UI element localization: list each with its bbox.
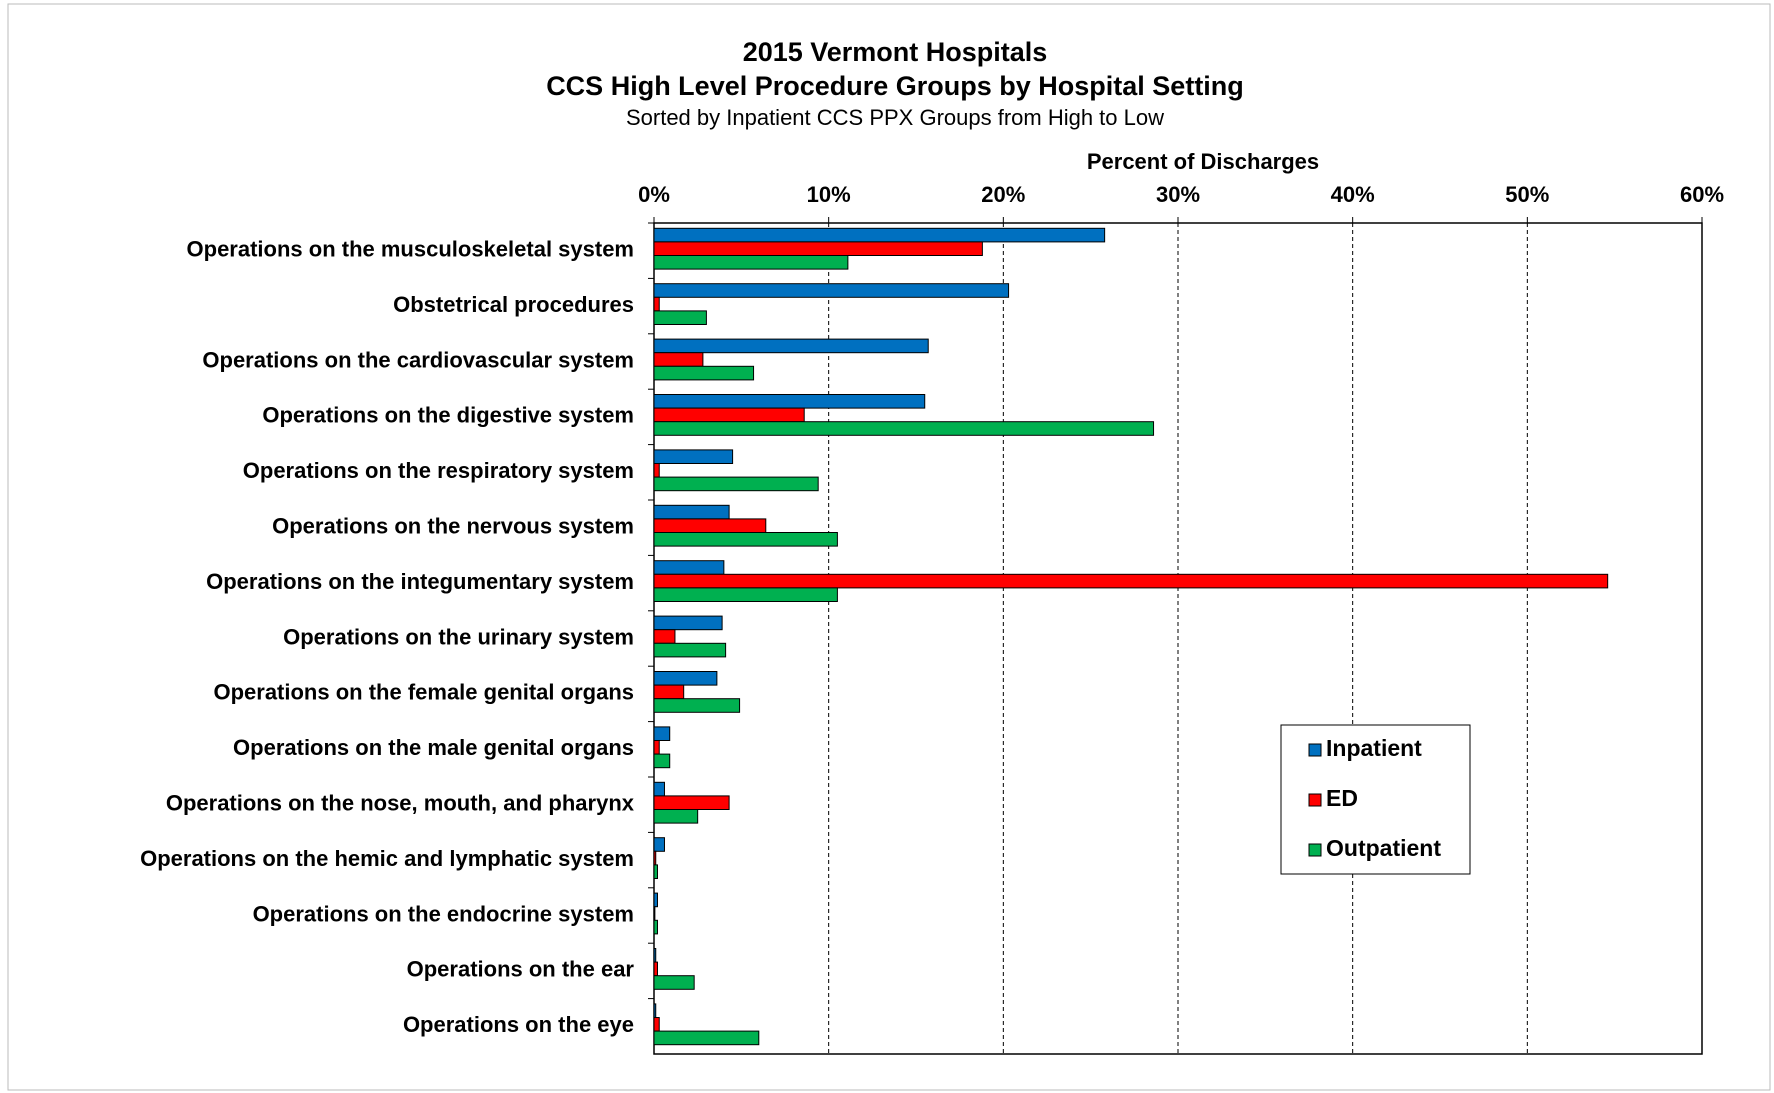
- x-tick-label: 20%: [981, 182, 1025, 207]
- y-tick-label: Operations on the respiratory system: [243, 458, 634, 483]
- bar: [653, 352, 704, 367]
- y-tick-label: Operations on the female genital organs: [213, 680, 634, 705]
- bar: [653, 407, 805, 423]
- bar: [653, 698, 741, 713]
- chart-title: 2015 Vermont Hospitals: [743, 37, 1048, 67]
- bar: [653, 684, 685, 700]
- bar: [653, 227, 1106, 243]
- bar: [653, 310, 707, 325]
- bar: [653, 642, 727, 658]
- legend-label: ED: [1326, 785, 1358, 811]
- bar: [653, 573, 1609, 589]
- bar: [653, 394, 926, 409]
- legend-label: Outpatient: [1326, 835, 1441, 861]
- bar: [653, 753, 671, 769]
- bar: [653, 892, 658, 908]
- bar: [653, 961, 658, 977]
- bar: [653, 795, 730, 811]
- bar: [653, 1017, 660, 1032]
- x-tick-label: 60%: [1680, 182, 1724, 207]
- y-tick-label: Operations on the nervous system: [272, 514, 634, 539]
- bar: [653, 740, 660, 755]
- bar: [653, 587, 838, 603]
- bar: [653, 241, 983, 256]
- bar: [653, 1030, 760, 1046]
- bar: [653, 560, 725, 575]
- bar: [653, 850, 657, 866]
- bar: [653, 919, 658, 935]
- bar: [653, 906, 656, 921]
- x-tick-label: 30%: [1156, 182, 1200, 207]
- x-tick-label: 50%: [1505, 182, 1549, 207]
- bar: [653, 726, 671, 742]
- bar: [653, 255, 849, 270]
- bar: [653, 476, 819, 492]
- bar: [653, 948, 657, 963]
- y-tick-label: Operations on the urinary system: [283, 624, 634, 649]
- bar: [653, 338, 929, 354]
- legend-swatch: [1308, 743, 1322, 757]
- y-tick-label: Obstetrical procedures: [393, 292, 634, 317]
- chart-subtitle: Sorted by Inpatient CCS PPX Groups from …: [626, 105, 1164, 130]
- bar: [653, 615, 723, 631]
- bar: [653, 671, 718, 686]
- x-tick-label: 0%: [638, 182, 670, 207]
- bar: [653, 518, 767, 534]
- x-tick-label: 40%: [1331, 182, 1375, 207]
- bar: [653, 837, 665, 852]
- y-tick-label: Operations on the male genital organs: [233, 735, 634, 760]
- bar: [653, 365, 755, 381]
- bar: [653, 809, 699, 824]
- y-tick-label: Operations on the digestive system: [262, 403, 634, 428]
- x-tick-label: 10%: [807, 182, 851, 207]
- y-tick-label: Operations on the nose, mouth, and phary…: [166, 791, 635, 816]
- bar: [653, 629, 676, 644]
- y-tick-label: Operations on the cardiovascular system: [202, 347, 634, 372]
- bar: [653, 449, 734, 464]
- y-tick-label: Operations on the ear: [407, 957, 635, 982]
- legend-swatch: [1308, 843, 1322, 857]
- bar: [653, 463, 660, 478]
- y-tick-label: Operations on the musculoskeletal system: [187, 237, 634, 262]
- chart-title-line2: CCS High Level Procedure Groups by Hospi…: [546, 71, 1244, 101]
- legend-label: Inpatient: [1326, 735, 1422, 761]
- bar: [653, 781, 665, 797]
- x-axis-title: Percent of Discharges: [1087, 149, 1319, 174]
- bar: [653, 296, 660, 312]
- bar: [653, 421, 1155, 436]
- frame: [7, 3, 1771, 1091]
- y-tick-label: Operations on the integumentary system: [206, 569, 634, 594]
- bar: [653, 283, 1010, 298]
- bar: [653, 864, 658, 880]
- y-tick-label: Operations on the eye: [403, 1012, 634, 1037]
- y-tick-label: Operations on the endocrine system: [253, 901, 634, 926]
- bar: [653, 1003, 657, 1019]
- legend-swatch: [1308, 793, 1322, 807]
- bar: [653, 532, 838, 547]
- y-tick-label: Operations on the hemic and lymphatic sy…: [140, 846, 634, 871]
- bar: [653, 975, 695, 990]
- bar: [653, 504, 730, 520]
